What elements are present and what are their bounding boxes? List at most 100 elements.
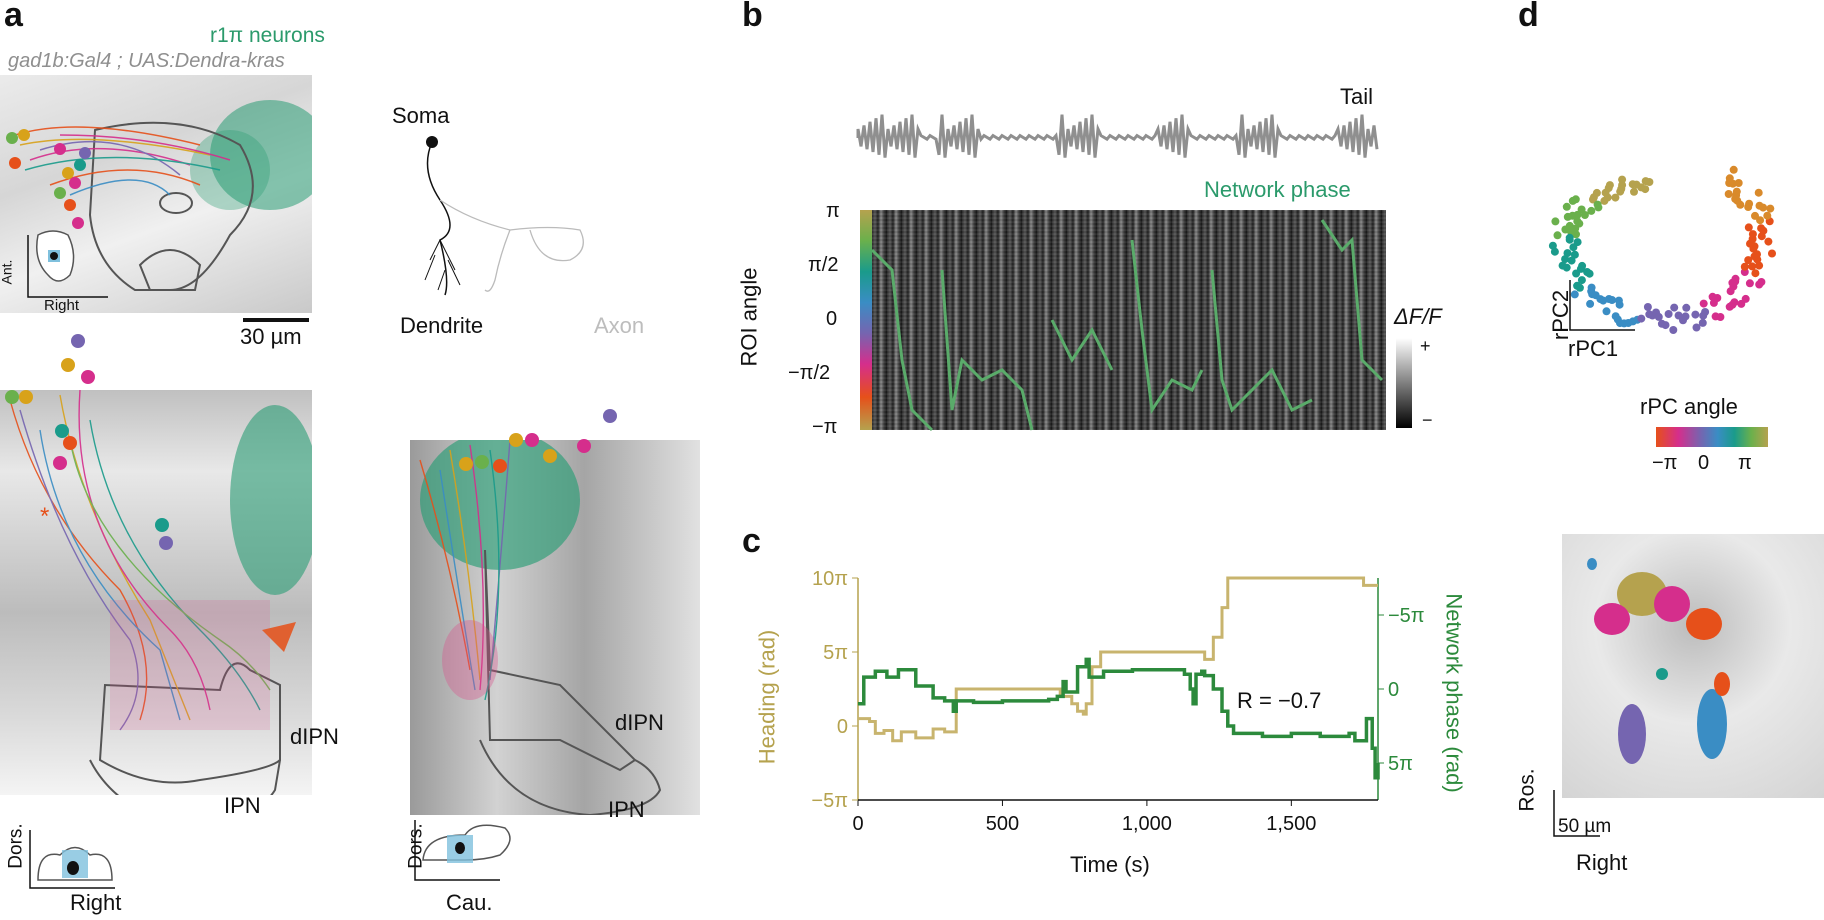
scatter-point: [1570, 290, 1579, 299]
scatter-point: [1757, 224, 1766, 233]
scatter-point: [1701, 308, 1710, 316]
scatter-point: [1669, 326, 1678, 334]
scatter-point: [1628, 180, 1637, 189]
scatter-point: [1553, 231, 1562, 240]
scatter-point: [1562, 263, 1571, 272]
scatter-point: [1698, 318, 1707, 327]
scatter-point: [1741, 294, 1750, 303]
scatter-point: [1748, 262, 1757, 271]
orange-arrowhead: [262, 622, 296, 652]
lower-left-dots: [5, 334, 173, 550]
x-tick-label: 1,000: [1122, 813, 1172, 835]
scatter-point: [1755, 261, 1764, 270]
scatter-point: [1618, 175, 1627, 184]
rpc-angle-colorbar: [1656, 427, 1768, 447]
network-phase-series-line: [858, 657, 1380, 780]
lower-right-ipn: IPN: [608, 797, 645, 822]
scatter-point: [1699, 299, 1708, 308]
roi-ytick-mpi2: −π/2: [788, 362, 831, 384]
network-phase-tick-label: −5π: [1388, 605, 1425, 627]
roi-ytick-pi: π: [826, 200, 840, 222]
scatter-point: [1757, 278, 1766, 286]
dff-minus: −: [1422, 410, 1433, 430]
lower-left-overlay: [9, 390, 312, 795]
scatter-point: [1713, 294, 1722, 302]
rpc2-label: rPC2: [1548, 289, 1574, 341]
scatter-point: [1589, 195, 1597, 204]
upper-neuron-overlay: [6, 100, 312, 291]
scatter-point: [1724, 190, 1733, 198]
lower-left-ipn: IPN: [224, 793, 261, 818]
scatter-point: [1577, 276, 1586, 285]
scatter-point: [1551, 217, 1560, 226]
roi-ytick-0: 0: [826, 308, 838, 330]
network-phase-ylabel: Network phase (rad): [1441, 593, 1467, 793]
scatter-point: [1681, 312, 1690, 321]
scatter-point: [1570, 250, 1579, 259]
panel-d-roi-overlay: [1587, 558, 1730, 764]
dendrite-label: Dendrite: [400, 313, 484, 338]
dff-label: ΔF/F: [1394, 304, 1442, 329]
scatter-point: [1682, 303, 1691, 312]
tail-trace: [856, 114, 1379, 158]
scatter-point: [1568, 196, 1577, 205]
scatter-point: [1643, 303, 1652, 311]
scatter-point: [1548, 241, 1557, 250]
rpc1-label: rPC1: [1568, 336, 1619, 361]
scatter-point: [1751, 269, 1760, 278]
lower-right-overlay: [419, 440, 662, 815]
x-tick-label: 500: [986, 813, 1019, 835]
scatter-point: [1764, 237, 1773, 246]
heading-tick-label: 5π: [823, 642, 848, 664]
scatter-point: [1600, 196, 1609, 205]
panel-d-scale-label: 50 µm: [1558, 816, 1612, 837]
scatter-point: [1766, 204, 1775, 213]
scatter-point: [1550, 247, 1559, 256]
scatter-point: [1751, 211, 1759, 220]
scatter-point: [1569, 243, 1578, 252]
lower-right-caudal: Cau.: [446, 890, 493, 915]
lower-right-inset: [414, 820, 511, 881]
heading-tick-label: 10π: [812, 568, 848, 590]
panel-a-lower-right-micrograph: [410, 440, 700, 815]
scatter-point: [1572, 269, 1581, 278]
network-phase-label: Network phase: [1204, 177, 1351, 202]
axon-label: Axon: [594, 313, 645, 338]
scatter-point: [1745, 279, 1754, 288]
scatter-point: [1754, 188, 1763, 197]
scatter-point: [1608, 296, 1616, 304]
lower-right-dots: [459, 409, 617, 473]
scatter-point: [1744, 256, 1753, 265]
panel-a-upper-inset: [27, 230, 108, 298]
scatter-point: [1670, 303, 1679, 312]
scatter-point: [1744, 223, 1753, 232]
rpc-tick-mpi: −π: [1652, 452, 1678, 474]
panel-d-ros: Ros.: [1515, 768, 1539, 812]
scatter-point: [1755, 201, 1764, 210]
scatter-point: [1562, 202, 1571, 211]
scatter-point: [1661, 321, 1670, 330]
scatter-point: [1748, 230, 1757, 239]
panel-label-b: b: [742, 0, 763, 34]
network-phase-tick-label: 0: [1388, 679, 1399, 701]
scatter-point: [1561, 255, 1570, 264]
scatter-point: [1575, 283, 1584, 292]
scatter-point: [1716, 313, 1725, 321]
scatter-point: [1611, 193, 1620, 202]
time-xlabel: Time (s): [1070, 852, 1150, 877]
panel-a-scale-bar-line: [243, 318, 309, 322]
scatter-point: [1763, 211, 1772, 220]
scatter-point: [1691, 310, 1700, 319]
scatter-point: [1740, 262, 1749, 271]
scatter-point: [1565, 235, 1574, 244]
panel-label-c: c: [742, 522, 761, 560]
scatter-point: [1586, 299, 1595, 308]
soma-label: Soma: [392, 103, 450, 128]
rpc-angle-title: rPC angle: [1640, 394, 1738, 419]
scatter-point: [1745, 199, 1754, 208]
lower-left-inset: [29, 830, 115, 889]
scatter-point: [1654, 312, 1663, 321]
rpc-tick-0: 0: [1698, 452, 1710, 474]
dff-colorbar: [1396, 338, 1412, 428]
